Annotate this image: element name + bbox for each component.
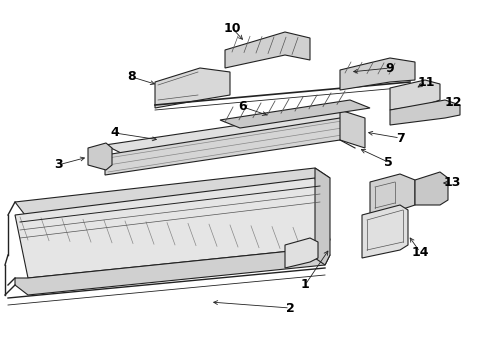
Polygon shape xyxy=(105,118,360,175)
Polygon shape xyxy=(15,178,330,278)
Polygon shape xyxy=(340,110,365,148)
Text: 5: 5 xyxy=(384,156,392,168)
Text: 6: 6 xyxy=(239,100,247,113)
Polygon shape xyxy=(362,205,408,258)
Polygon shape xyxy=(415,172,448,205)
Polygon shape xyxy=(390,100,460,125)
Polygon shape xyxy=(105,110,360,155)
Polygon shape xyxy=(15,248,330,295)
Text: 11: 11 xyxy=(417,76,435,89)
Text: 10: 10 xyxy=(223,22,241,35)
Text: 9: 9 xyxy=(386,62,394,75)
Text: 3: 3 xyxy=(54,158,62,171)
Polygon shape xyxy=(315,168,330,265)
Polygon shape xyxy=(88,143,112,170)
Text: 13: 13 xyxy=(443,176,461,189)
Text: 14: 14 xyxy=(411,246,429,258)
Polygon shape xyxy=(155,68,230,108)
Polygon shape xyxy=(220,100,370,128)
Polygon shape xyxy=(15,168,330,215)
Text: 12: 12 xyxy=(444,95,462,108)
Text: 1: 1 xyxy=(301,279,309,292)
Polygon shape xyxy=(285,238,318,268)
Polygon shape xyxy=(390,80,440,110)
Text: 4: 4 xyxy=(111,126,120,139)
Text: 7: 7 xyxy=(395,131,404,144)
Text: 2: 2 xyxy=(286,302,294,315)
Polygon shape xyxy=(225,32,310,68)
Text: 8: 8 xyxy=(128,71,136,84)
Polygon shape xyxy=(370,174,415,215)
Polygon shape xyxy=(340,58,415,90)
